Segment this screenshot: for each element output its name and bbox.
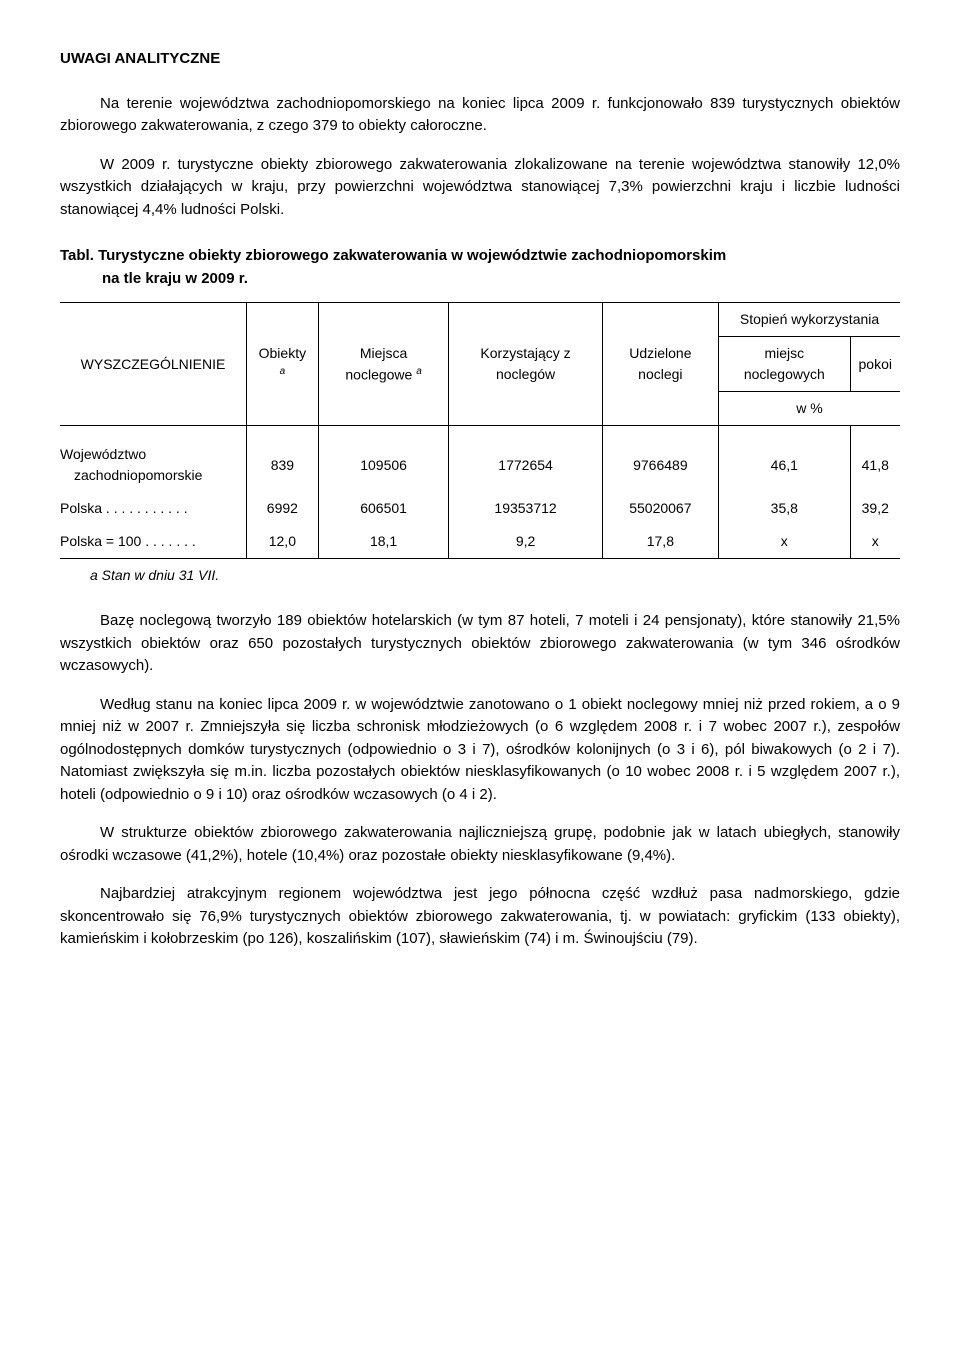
cell: 55020067 [602, 492, 718, 525]
row-label: Polska . . . . . . . . . . . [60, 492, 247, 525]
th-korzystajacy: Korzystający z noclegów [449, 303, 602, 426]
cell: 109506 [318, 426, 449, 493]
cell: 839 [247, 426, 319, 493]
table-caption: Tabl. Turystyczne obiekty zbiorowego zak… [60, 245, 900, 290]
paragraph-1: Na terenie województwa zachodniopomorski… [60, 93, 900, 138]
paragraph-4: Według stanu na koniec lipca 2009 r. w w… [60, 694, 900, 807]
cell: 9,2 [449, 525, 602, 559]
cell: 1772654 [449, 426, 602, 493]
cell: 19353712 [449, 492, 602, 525]
caption-prefix: Tabl. [60, 247, 94, 264]
cell: x [850, 525, 900, 559]
cell: x [719, 525, 850, 559]
table-row: Polska = 100 . . . . . . . 12,0 18,1 9,2… [60, 525, 900, 559]
cell: 35,8 [719, 492, 850, 525]
cell: 41,8 [850, 426, 900, 493]
page-title: UWAGI ANALITYCZNE [60, 48, 900, 71]
th-obiekty-text: Obiekty [259, 345, 306, 361]
th-obiekty-sup: a [280, 366, 286, 377]
cell: 18,1 [318, 525, 449, 559]
th-pokoi: pokoi [850, 337, 900, 392]
cell: 17,8 [602, 525, 718, 559]
th-miejsca: Miejsca noclegowe a [318, 303, 449, 426]
row0-label1: Województwo [60, 446, 146, 462]
th-miejsca-sup: a [416, 366, 422, 377]
paragraph-3: Bazę noclegową tworzyło 189 obiektów hot… [60, 610, 900, 678]
table-footnote: a Stan w dniu 31 VII. [90, 565, 900, 586]
th-miejsca-text: Miejsca noclegowe [345, 345, 416, 383]
cell: 39,2 [850, 492, 900, 525]
cell: 606501 [318, 492, 449, 525]
row0-label2: zachodniopomorskie [60, 467, 202, 483]
table-row: Polska . . . . . . . . . . . 6992 606501… [60, 492, 900, 525]
cell: 6992 [247, 492, 319, 525]
th-obiekty: Obiekty a [247, 303, 319, 426]
data-table: WYSZCZEGÓLNIENIE Obiekty a Miejsca nocle… [60, 302, 900, 559]
th-udzielone: Udzielone noclegi [602, 303, 718, 426]
paragraph-2: W 2009 r. turystyczne obiekty zbiorowego… [60, 154, 900, 222]
table-row: Województwo zachodniopomorskie 839 10950… [60, 426, 900, 493]
row-label: Polska = 100 . . . . . . . [60, 525, 247, 559]
cell: 9766489 [602, 426, 718, 493]
th-wyszczegolnienie: WYSZCZEGÓLNIENIE [60, 303, 247, 426]
row-label: Województwo zachodniopomorskie [60, 426, 247, 493]
cell: 12,0 [247, 525, 319, 559]
th-stopien: Stopień wykorzystania [719, 303, 900, 337]
paragraph-6: Najbardziej atrakcyjnym regionem wojewód… [60, 883, 900, 951]
caption-line2: na tle kraju w 2009 r. [60, 268, 900, 291]
cell: 46,1 [719, 426, 850, 493]
th-miejsc-noclegowych: miejsc noclegowych [719, 337, 850, 392]
th-unit: w % [719, 392, 900, 426]
paragraph-5: W strukturze obiektów zbiorowego zakwate… [60, 822, 900, 867]
caption-line1: Turystyczne obiekty zbiorowego zakwatero… [98, 247, 726, 264]
